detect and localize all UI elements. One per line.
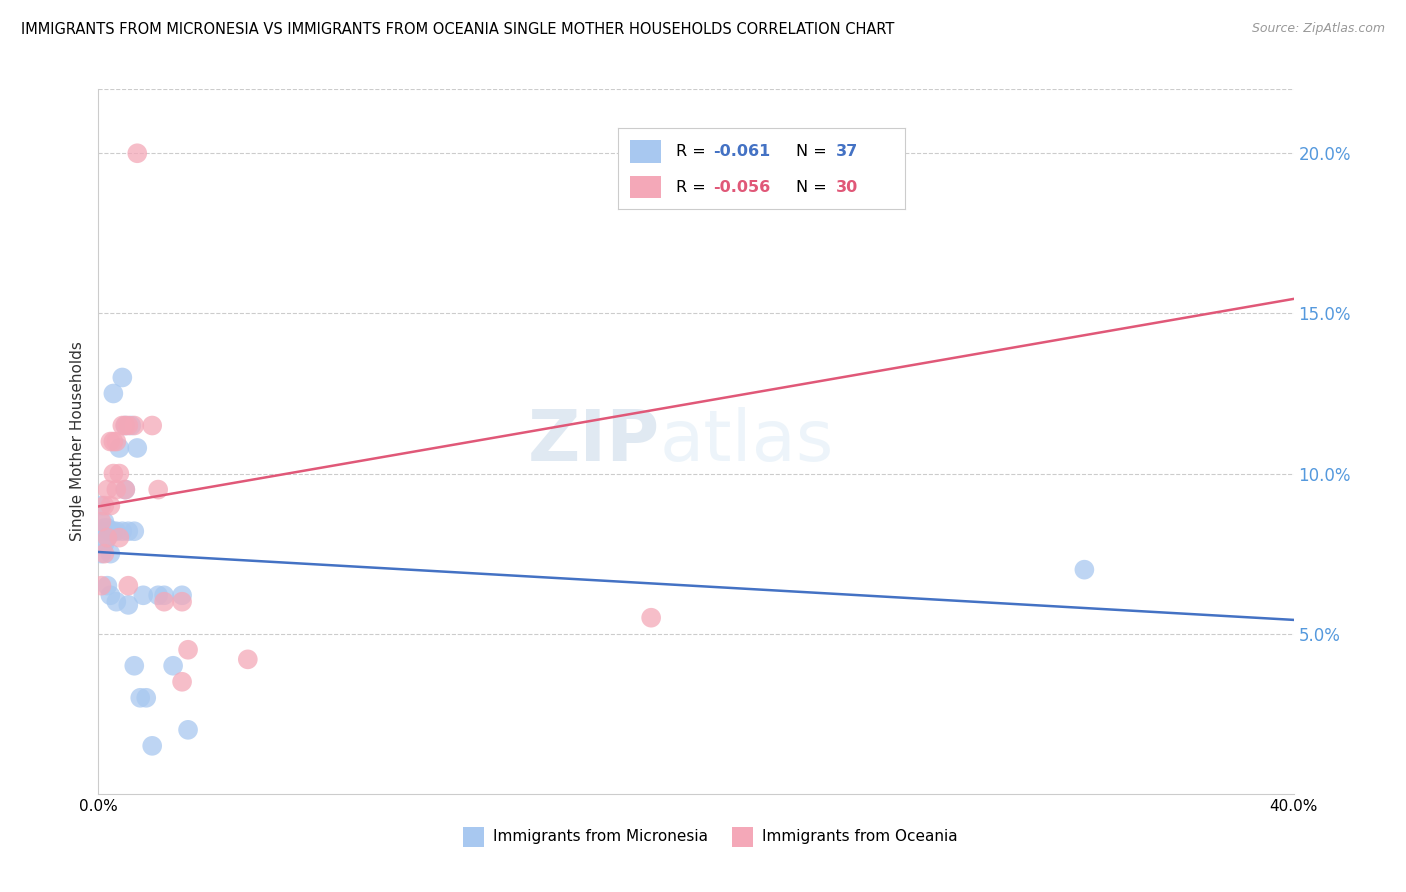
Point	[640, 610, 662, 624]
Point	[775, 146, 797, 161]
Point	[1073, 563, 1095, 577]
Point	[98, 588, 122, 602]
Point	[117, 579, 139, 593]
Point	[98, 499, 122, 513]
Point	[124, 658, 146, 673]
Point	[111, 524, 134, 539]
Point	[105, 595, 128, 609]
Point	[103, 386, 125, 401]
Point	[114, 418, 136, 433]
Point	[177, 642, 200, 657]
Point	[135, 690, 157, 705]
Point	[105, 483, 128, 497]
Text: ZIP: ZIP	[527, 407, 661, 476]
Point	[96, 483, 118, 497]
Text: Immigrants from Micronesia: Immigrants from Micronesia	[494, 830, 707, 845]
Point	[141, 739, 163, 753]
Point	[90, 524, 112, 539]
Point	[141, 418, 163, 433]
Point	[127, 441, 149, 455]
Point	[96, 531, 118, 545]
Point	[120, 418, 142, 433]
Point	[108, 467, 131, 481]
Point	[103, 467, 125, 481]
Point	[127, 146, 149, 161]
Point	[98, 434, 122, 449]
Y-axis label: Single Mother Households: Single Mother Households	[70, 342, 86, 541]
Bar	[463, 827, 485, 847]
Point	[117, 418, 139, 433]
Point	[148, 588, 170, 602]
Point	[96, 531, 118, 545]
Text: Immigrants from Oceania: Immigrants from Oceania	[762, 830, 957, 845]
Text: IMMIGRANTS FROM MICRONESIA VS IMMIGRANTS FROM OCEANIA SINGLE MOTHER HOUSEHOLDS C: IMMIGRANTS FROM MICRONESIA VS IMMIGRANTS…	[21, 22, 894, 37]
Point	[114, 483, 136, 497]
Point	[98, 547, 122, 561]
Point	[148, 483, 170, 497]
Point	[172, 595, 194, 609]
Point	[114, 418, 136, 433]
Point	[93, 521, 115, 535]
Point	[153, 588, 176, 602]
Point	[90, 579, 112, 593]
Point	[93, 499, 115, 513]
Text: atlas: atlas	[661, 407, 835, 476]
Point	[108, 531, 131, 545]
Point	[114, 483, 136, 497]
Point	[96, 521, 118, 535]
Point	[111, 418, 134, 433]
Point	[98, 524, 122, 539]
Point	[177, 723, 200, 737]
Point	[105, 524, 128, 539]
Point	[129, 690, 152, 705]
Point	[132, 588, 155, 602]
Point	[117, 524, 139, 539]
Point	[90, 547, 112, 561]
Point	[124, 524, 146, 539]
Point	[172, 674, 194, 689]
Point	[105, 434, 128, 449]
Point	[111, 370, 134, 384]
Point	[103, 434, 125, 449]
Point	[96, 579, 118, 593]
Point	[90, 515, 112, 529]
Point	[124, 418, 146, 433]
Point	[236, 652, 259, 666]
Point	[162, 658, 184, 673]
Point	[93, 537, 115, 551]
Point	[103, 524, 125, 539]
Text: Source: ZipAtlas.com: Source: ZipAtlas.com	[1251, 22, 1385, 36]
Point	[93, 515, 115, 529]
Point	[117, 598, 139, 612]
Bar	[733, 827, 754, 847]
Point	[108, 441, 131, 455]
Point	[172, 588, 194, 602]
Point	[153, 595, 176, 609]
Point	[90, 499, 112, 513]
Point	[93, 547, 115, 561]
